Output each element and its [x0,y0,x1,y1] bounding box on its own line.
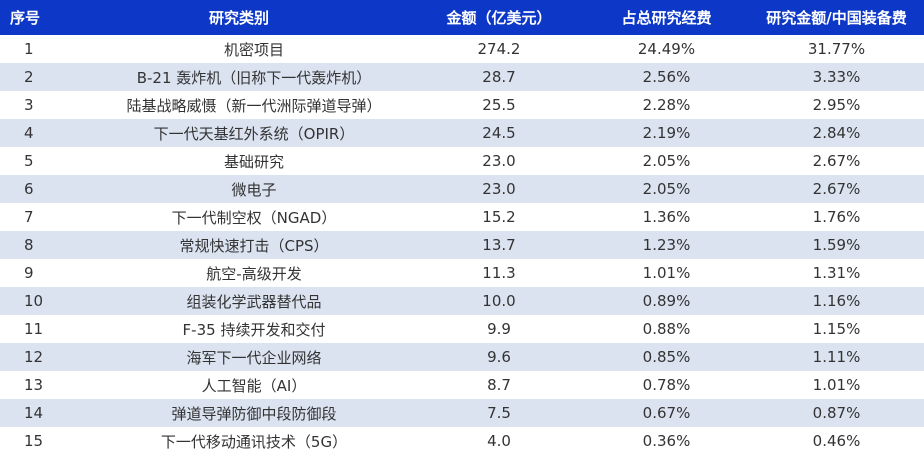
cell-category: 基础研究 [223,152,284,171]
cell-index: 10 [24,292,44,310]
cell-amount: 10.0 [482,292,516,310]
cell-amount: 13.7 [482,236,516,254]
cell-share: 2.28% [642,96,691,114]
cell-category: 常规快速打击（CPS） [179,236,329,255]
cell-index: 12 [24,348,44,366]
table-row: 3 陆基战略威慑（新一代洲际弹道导弹） 25.5 2.28% 2.95% [0,91,924,119]
cell-ratio: 0.87% [812,404,861,422]
cell-index: 15 [24,432,44,450]
cell-amount: 4.0 [487,432,511,450]
cell-index: 5 [24,152,34,170]
cell-share: 2.19% [642,124,691,142]
table-row: 7 下一代制空权（NGAD） 15.2 1.36% 1.76% [0,203,924,231]
cell-amount: 28.7 [482,68,516,86]
cell-amount: 9.9 [487,320,511,338]
cell-category: 弹道导弹防御中段防御段 [171,404,337,423]
table-row: 10 组装化学武器替代品 10.0 0.89% 1.16% [0,287,924,315]
table-body: 1 机密项目 274.2 24.49% 31.77% 2 B-21 轰炸机（旧称下一代轰炸机… [0,35,924,455]
cell-index: 11 [24,320,44,338]
cell-category: 组装化学武器替代品 [186,292,322,311]
header-amount: 金额（亿美元） [446,9,552,27]
cell-share: 2.05% [642,180,691,198]
cell-category: F-35 持续开发和交付 [182,320,326,339]
table-row: 8 常规快速打击（CPS） 13.7 1.23% 1.59% [0,231,924,259]
header-category: 研究类别 [208,9,269,27]
cell-index: 13 [24,376,44,394]
cell-ratio: 1.11% [812,348,861,366]
cell-amount: 274.2 [477,40,521,58]
table-row: 9 航空-高级开发 11.3 1.01% 1.31% [0,259,924,287]
cell-share: 1.01% [642,264,691,282]
cell-amount: 8.7 [487,376,511,394]
header-ratio: 研究金额/中国装备费 [766,9,907,27]
cell-share: 0.67% [642,404,691,422]
cell-category: 海军下一代企业网络 [186,348,322,367]
cell-category: 机密项目 [223,40,284,59]
cell-ratio: 1.59% [812,236,861,254]
header-row: 序号 研究类别 金额（亿美元） 占总研究经费 研究金额/中国装备费 [0,0,924,35]
cell-category: 陆基战略威慑（新一代洲际弹道导弹） [126,96,382,115]
cell-ratio: 0.46% [812,432,861,450]
cell-share: 0.89% [642,292,691,310]
cell-index: 14 [24,404,44,422]
cell-amount: 9.6 [487,348,511,366]
table-row: 11 F-35 持续开发和交付 9.9 0.88% 1.15% [0,315,924,343]
cell-amount: 23.0 [482,180,516,198]
cell-category: 下一代制空权（NGAD） [171,208,337,227]
cell-share: 1.23% [642,236,691,254]
header-share: 占总研究经费 [621,9,712,27]
cell-ratio: 1.01% [812,376,861,394]
cell-index: 2 [24,68,34,86]
cell-amount: 25.5 [482,96,516,114]
cell-share: 1.36% [642,208,691,226]
cell-share: 0.85% [642,348,691,366]
cell-ratio: 3.33% [812,68,861,86]
table-row: 5 基础研究 23.0 2.05% 2.67% [0,147,924,175]
cell-category: 人工智能（AI） [201,376,307,395]
cell-ratio: 2.67% [812,152,861,170]
cell-ratio: 2.67% [812,180,861,198]
cell-share: 0.36% [642,432,691,450]
cell-index: 9 [24,264,34,282]
cell-share: 24.49% [637,40,696,58]
cell-share: 2.56% [642,68,691,86]
cell-amount: 7.5 [487,404,511,422]
table-row: 13 人工智能（AI） 8.7 0.78% 1.01% [0,371,924,399]
cell-ratio: 1.76% [812,208,861,226]
cell-index: 1 [24,40,34,58]
cell-category: B-21 轰炸机（旧称下一代轰炸机） [136,68,372,87]
cell-amount: 15.2 [482,208,516,226]
cell-ratio: 1.16% [812,292,861,310]
cell-index: 6 [24,180,34,198]
cell-category: 航空-高级开发 [206,264,302,283]
cell-index: 7 [24,208,34,226]
table-row: 4 下一代天基红外系统（OPIR） 24.5 2.19% 2.84% [0,119,924,147]
cell-share: 2.05% [642,152,691,170]
cell-ratio: 2.84% [812,124,861,142]
table-row: 2 B-21 轰炸机（旧称下一代轰炸机） 28.7 2.56% 3.33% [0,63,924,91]
cell-ratio: 31.77% [807,40,866,58]
cell-ratio: 1.31% [812,264,861,282]
cell-ratio: 2.95% [812,96,861,114]
cell-amount: 24.5 [482,124,516,142]
table-row: 15 下一代移动通讯技术（5G） 4.0 0.36% 0.46% [0,427,924,455]
table-row: 6 微电子 23.0 2.05% 2.67% [0,175,924,203]
cell-share: 0.78% [642,376,691,394]
table-row: 1 机密项目 274.2 24.49% 31.77% [0,35,924,63]
header-index: 序号 [10,9,41,27]
cell-index: 4 [24,124,34,142]
cell-category: 下一代天基红外系统（OPIR） [153,124,355,143]
cell-amount: 23.0 [482,152,516,170]
table-row: 12 海军下一代企业网络 9.6 0.85% 1.11% [0,343,924,371]
table-row: 14 弹道导弹防御中段防御段 7.5 0.67% 0.87% [0,399,924,427]
cell-index: 3 [24,96,34,114]
cell-amount: 11.3 [482,264,516,282]
cell-category: 下一代移动通讯技术（5G） [160,432,348,451]
table-header: 序号 研究类别 金额（亿美元） 占总研究经费 研究金额/中国装备费 [0,0,924,35]
cell-category: 微电子 [231,180,277,199]
cell-share: 0.88% [642,320,691,338]
cell-index: 8 [24,236,34,254]
cell-ratio: 1.15% [812,320,861,338]
